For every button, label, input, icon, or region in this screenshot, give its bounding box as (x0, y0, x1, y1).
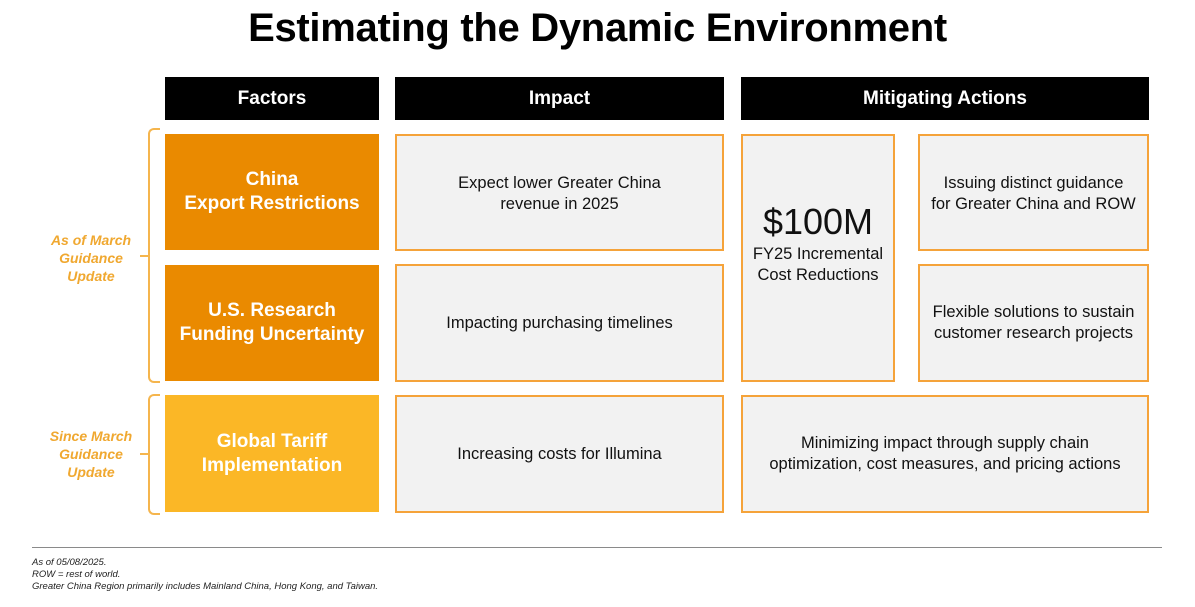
footnote: Greater China Region primarily includes … (32, 581, 379, 592)
mitigation-china-guidance: Issuing distinct guidance for Greater Ch… (918, 134, 1149, 251)
impact-line: Increasing costs for Illumina (457, 444, 662, 463)
side-label-line: As of March (50, 232, 132, 248)
factor-line: U.S. Research (208, 300, 336, 321)
side-label-as-of-march: As of March Guidance Update (40, 231, 142, 285)
factor-line: Implementation (201, 454, 343, 476)
bracket-tick (140, 255, 148, 257)
side-label-line: Guidance (59, 446, 123, 462)
side-label-line: Update (67, 464, 115, 480)
footnote: ROW = rest of world. (32, 569, 121, 580)
header-factors: Factors (165, 77, 379, 120)
factor-line: Export Restrictions (184, 193, 360, 214)
footnotes: As of 05/08/2025. ROW = rest of world. G… (32, 557, 378, 593)
mitigation-line: Issuing distinct guidance (943, 174, 1124, 192)
side-label-line: Since March (49, 428, 133, 444)
bracket-tick (140, 453, 148, 455)
impact-china: Expect lower Greater China revenue in 20… (395, 134, 724, 251)
impact-line: Impacting purchasing timelines (446, 313, 673, 332)
factor-china-export: China Export Restrictions (165, 134, 379, 250)
mitigation-line: Minimizing impact through supply chain (801, 434, 1089, 452)
page-title: Estimating the Dynamic Environment (248, 6, 947, 50)
mitigation-tariff: Minimizing impact through supply chain o… (741, 395, 1149, 513)
impact-line: revenue in 2025 (500, 195, 619, 213)
cost-reduction-line: Cost Reductions (757, 266, 879, 284)
side-label-line: Guidance (59, 250, 123, 266)
mitigation-research-solutions: Flexible solutions to sustain customer r… (918, 264, 1149, 382)
header-mitigating-actions: Mitigating Actions (741, 77, 1149, 120)
mitigation-line: Flexible solutions to sustain (932, 303, 1135, 321)
factor-line: China (245, 169, 299, 190)
factor-global-tariff: Global Tariff Implementation (165, 395, 379, 512)
impact-line: Expect lower Greater China (458, 174, 661, 192)
side-label-line: Update (67, 268, 115, 284)
factor-line: Funding Uncertainty (179, 324, 365, 345)
impact-tariff: Increasing costs for Illumina (395, 395, 724, 513)
side-label-since-march: Since March Guidance Update (40, 427, 142, 481)
mitigation-line: for Greater China and ROW (931, 195, 1136, 213)
footer-divider (32, 547, 1162, 548)
impact-research: Impacting purchasing timelines (395, 264, 724, 382)
cost-reduction-line: FY25 Incremental (752, 245, 884, 263)
factor-us-research: U.S. Research Funding Uncertainty (165, 265, 379, 381)
mitigation-cost-reductions: $100M FY25 Incremental Cost Reductions (741, 134, 895, 382)
factor-line: Global Tariff (216, 430, 328, 452)
bracket-since-march (148, 394, 160, 515)
header-impact: Impact (395, 77, 724, 120)
bracket-as-of-march (148, 128, 160, 383)
mitigation-line: customer research projects (934, 324, 1133, 342)
footnote: As of 05/08/2025. (32, 557, 107, 568)
cost-reduction-amount: $100M (762, 201, 874, 242)
mitigation-line: optimization, cost measures, and pricing… (769, 455, 1121, 473)
